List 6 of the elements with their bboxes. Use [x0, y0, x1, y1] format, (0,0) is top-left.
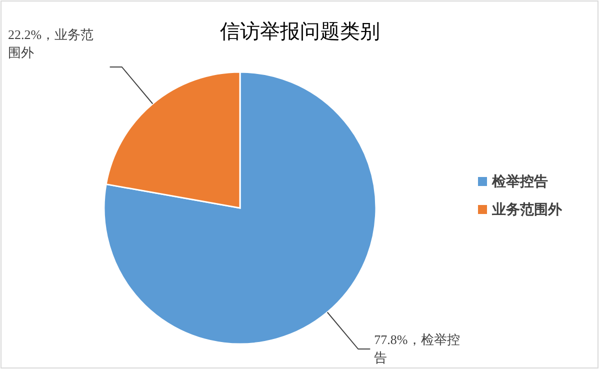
chart-title: 信访举报问题类别	[220, 21, 380, 43]
legend-label: 业务范围外	[491, 202, 563, 218]
data-label: 77.8%，检举控告	[374, 332, 460, 366]
pie-slice	[103, 71, 377, 345]
data-label: 22.2%，业务范围外	[8, 26, 94, 60]
legend-label: 检举控告	[491, 173, 548, 190]
